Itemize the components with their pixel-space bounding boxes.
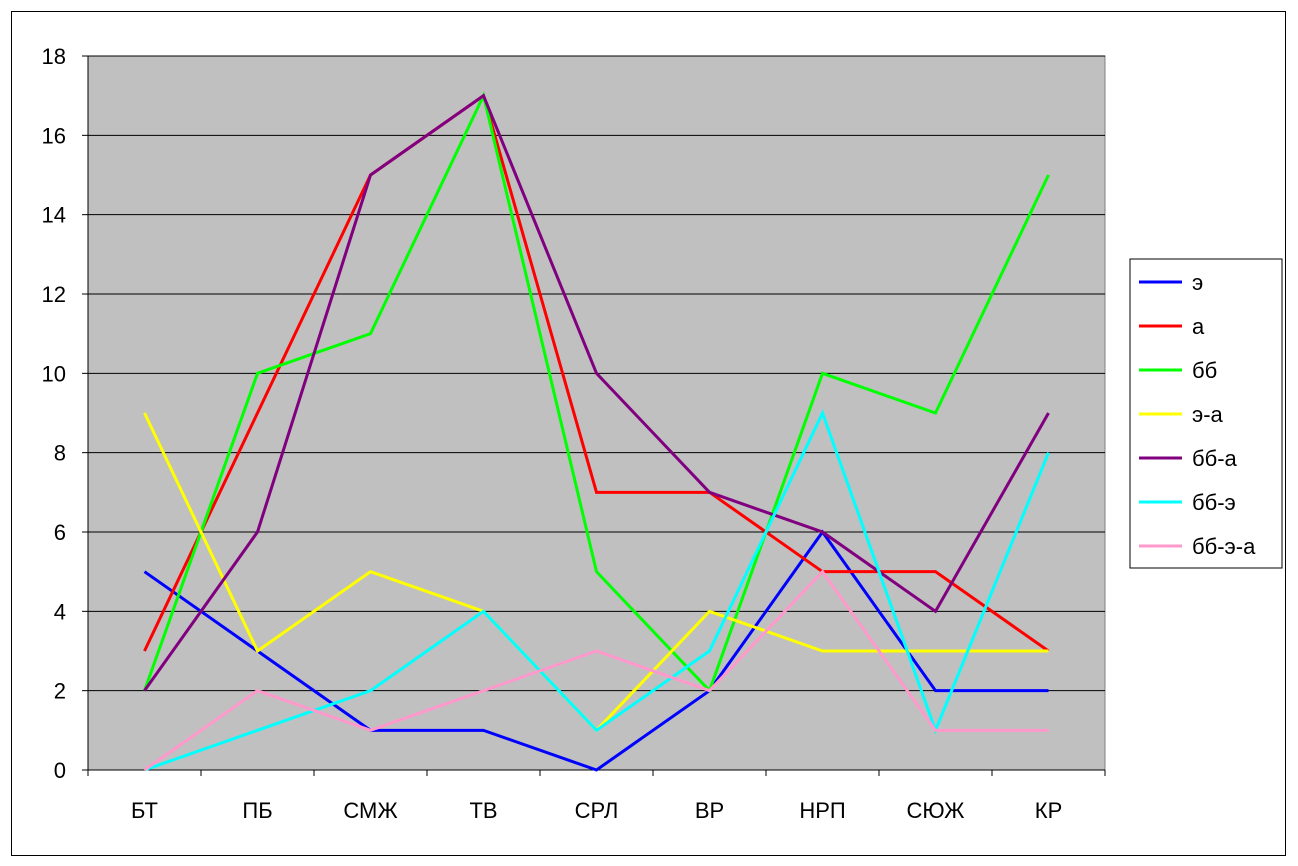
x-tick-label: ПБ <box>242 798 272 823</box>
x-tick-label: ВР <box>695 798 724 823</box>
legend-label: э-а <box>1192 402 1224 427</box>
chart-frame: 0 2 4 6 8 10 12 14 16 18 БТ ПБ СМЖ ТВ СРЛ ВР НРП СЮЖ КР э… <box>11 11 1286 856</box>
y-tick-label: 8 <box>54 441 66 466</box>
x-tick-label: БТ <box>131 798 158 823</box>
y-tick-label: 14 <box>42 203 66 228</box>
x-tick-label: СРЛ <box>575 798 619 823</box>
x-tick-label: КР <box>1035 798 1063 823</box>
legend-label: а <box>1192 314 1205 339</box>
line-chart: 0 2 4 6 8 10 12 14 16 18 БТ ПБ СМЖ ТВ СРЛ ВР НРП СЮЖ КР э… <box>42 44 1283 823</box>
legend-label: бб-э-а <box>1192 534 1256 559</box>
x-tick-label: СЮЖ <box>907 798 966 823</box>
y-tick-label: 4 <box>54 599 66 624</box>
y-tick-label: 18 <box>42 44 66 69</box>
y-tick-label: 6 <box>54 520 66 545</box>
y-tick-label: 0 <box>54 758 66 783</box>
legend-label: э <box>1192 270 1203 295</box>
legend-label: бб-э <box>1192 490 1236 515</box>
y-tick-label: 12 <box>42 282 66 307</box>
series-line-2 <box>143 91 1050 694</box>
y-tick-label: 10 <box>42 361 66 386</box>
legend-label: бб <box>1192 358 1217 383</box>
x-tick-label: НРП <box>799 798 845 823</box>
plot-background <box>87 55 1106 771</box>
series-line-5 <box>144 409 1050 772</box>
series-line-6 <box>143 569 1049 772</box>
x-tick-label: ТВ <box>469 798 497 823</box>
y-tick-label: 2 <box>54 679 66 704</box>
x-tick-label: СМЖ <box>343 798 398 823</box>
legend-label: бб-а <box>1192 446 1238 471</box>
legend: эа бб э-а бб-а бб-э бб-э-а <box>1129 258 1283 569</box>
x-axis-ticks: БТ ПБ СМЖ ТВ СРЛ ВР НРП СЮЖ КР <box>87 770 1106 823</box>
y-tick-label: 16 <box>42 123 66 148</box>
plot-area <box>87 55 1106 771</box>
series-line-4 <box>143 93 1050 692</box>
series-line-0 <box>143 529 1049 772</box>
series-lines <box>143 91 1050 772</box>
series-line-1 <box>143 93 1050 653</box>
y-axis-ticks: 0 2 4 6 8 10 12 14 16 18 <box>42 44 88 783</box>
